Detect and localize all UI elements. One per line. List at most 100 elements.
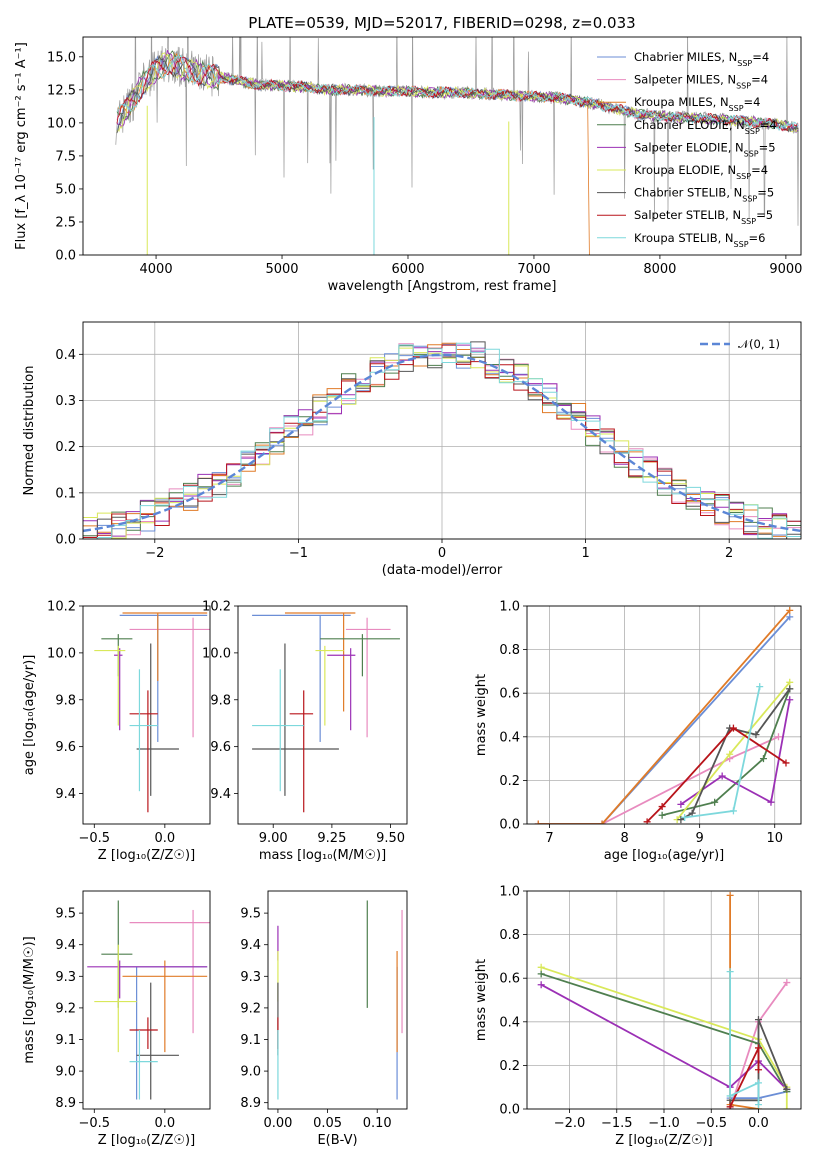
spectrum-lines (115, 37, 799, 255)
normal-curve (83, 353, 801, 533)
weight-lines (534, 606, 794, 824)
series-marker (786, 685, 794, 693)
errorbars (87, 900, 210, 1100)
series-marker (729, 724, 737, 732)
series-line (538, 616, 791, 824)
y-tick-label: 0.4 (499, 730, 520, 745)
panel-weight_vs_Z: −2.0 −1.5 −1.0 −0.5 0.0 0.0 0.2 0.4 0.6 0.8 1.0 Z [… (474, 885, 802, 1148)
x-axis-label: Z [log₁₀(Z/Z☉)] (615, 1133, 712, 1148)
series-marker (537, 963, 545, 971)
axes-frame (82, 321, 802, 540)
y-tick-label: 9.6 (210, 740, 231, 755)
legend-entry: Salpeter MILES, NSSP=4 (634, 73, 768, 91)
x-tick-label: −0.5 (78, 831, 110, 846)
series-marker (643, 818, 651, 824)
y-tick-label: 9.5 (240, 907, 261, 922)
legend-entry: Chabrier MILES, NSSP=4 (634, 50, 769, 68)
y-tick-label: 0.3 (55, 394, 76, 409)
y-tick-label: 9.4 (55, 938, 76, 953)
model-line (116, 52, 799, 133)
panel-mass_vs_EBV: 0.00 0.05 0.10 8.9 9.0 9.1 9.2 9.3 9.4 9.5 E(B-V) (240, 890, 408, 1148)
x-tick-label: 10 (766, 831, 783, 846)
series-marker (726, 968, 734, 976)
model-line (116, 56, 799, 132)
series-marker (754, 1079, 762, 1087)
legend-entry: 𝒩(0, 1) (738, 337, 780, 351)
series-marker (783, 1105, 791, 1109)
series-line (729, 971, 760, 1105)
series-line (646, 726, 787, 823)
y-tick-label: 0.6 (499, 972, 520, 987)
x-axis-label: wavelength [Angstrom, rest frame] (328, 279, 557, 294)
y-tick-label: 0.4 (55, 348, 76, 363)
x-tick-label: 4000 (140, 262, 173, 277)
y-tick-label: 1.0 (499, 600, 520, 615)
series-marker (767, 798, 775, 806)
x-tick-label: 0.00 (263, 1116, 292, 1131)
model-line (116, 54, 799, 134)
y-tick-label: 9.1 (55, 1033, 76, 1048)
series-marker (754, 1016, 762, 1024)
series-marker (756, 683, 764, 691)
y-axis-label: mass weight (474, 674, 489, 756)
errorbars (94, 612, 210, 813)
y-tick-label: 10.2 (47, 600, 76, 615)
y-tick-label: 9.4 (210, 787, 231, 802)
legend-entry: Kroupa STELIB, NSSP=6 (634, 231, 765, 249)
y-tick-label: 9.0 (240, 1065, 261, 1080)
axes-frame (82, 36, 802, 256)
axes-frame (82, 890, 211, 1110)
y-tick-label: 9.1 (240, 1033, 261, 1048)
panel-spectrum: 4000 5000 6000 7000 8000 9000 0.0 2.5 5.0 7.5 10.0… (14, 36, 802, 294)
y-tick-label: 8.9 (55, 1096, 76, 1111)
y-tick-label: 0.2 (499, 1059, 520, 1074)
x-tick-label: 8 (620, 831, 628, 846)
series-marker (774, 733, 782, 741)
y-tick-label: 0.8 (499, 643, 520, 658)
x-tick-label: 9 (696, 831, 704, 846)
series-line (538, 735, 779, 824)
weight-lines (537, 891, 791, 1109)
series-marker (754, 1044, 762, 1052)
spectrum-legend: Chabrier MILES, NSSP=4 Salpeter MILES, NS… (597, 50, 777, 248)
x-axis-label: mass [log₁₀(M/M☉)] (259, 848, 386, 863)
x-tick-label: −1.5 (601, 1116, 633, 1131)
series-marker (681, 813, 689, 821)
histograms (83, 341, 801, 539)
panel-age_vs_Z: −0.5 0.0 9.4 9.6 9.8 10.0 10.2 Z [log₁₀(Z/Z☉)] a… (22, 600, 211, 863)
series-marker (783, 979, 791, 987)
series-marker (786, 696, 794, 704)
panel-residuals: −2 −1 0 1 2 0.0 0.1 0.2 0.3 0.4 (data-model)/error… (22, 321, 802, 578)
axes-frame (82, 605, 211, 825)
x-tick-label: 0.0 (155, 1116, 176, 1131)
model-line (116, 53, 799, 131)
y-tick-label: 1.0 (499, 885, 520, 900)
x-tick-label: 7 (545, 831, 553, 846)
y-tick-label: 0.0 (499, 818, 520, 833)
series-line (538, 609, 791, 824)
y-tick-label: 0.0 (55, 533, 76, 548)
series-line (684, 686, 761, 819)
x-tick-label: 5000 (265, 262, 298, 277)
x-tick-label: 9.25 (317, 831, 346, 846)
x-tick-label: 0.05 (313, 1116, 342, 1131)
y-axis-label: Flux [f_λ 10⁻¹⁷ erg cm⁻² s⁻¹ A⁻¹] (14, 42, 29, 250)
y-axis-label: age [log₁₀(age/yr)] (22, 655, 37, 776)
legend-entry: Salpeter STELIB, NSSP=5 (634, 208, 773, 226)
legend-entry: Chabrier ELODIE, NSSP=4 (634, 118, 777, 136)
series-marker (726, 891, 734, 899)
x-tick-label: −0.5 (695, 1116, 727, 1131)
x-tick-label: −1 (289, 546, 308, 561)
y-tick-label: 0.2 (499, 774, 520, 789)
y-tick-label: 9.5 (55, 907, 76, 922)
y-tick-label: 0.2 (55, 440, 76, 455)
x-tick-label: 9.50 (376, 831, 405, 846)
y-tick-label: 10.0 (202, 646, 231, 661)
x-axis-label: E(B-V) (317, 1133, 357, 1148)
series-marker (598, 820, 606, 824)
y-tick-label: 9.4 (240, 938, 261, 953)
y-tick-label: 9.3 (240, 970, 261, 985)
x-tick-label: −0.5 (78, 1116, 110, 1131)
y-tick-label: 10.2 (202, 600, 231, 615)
y-tick-label: 0.8 (499, 928, 520, 943)
